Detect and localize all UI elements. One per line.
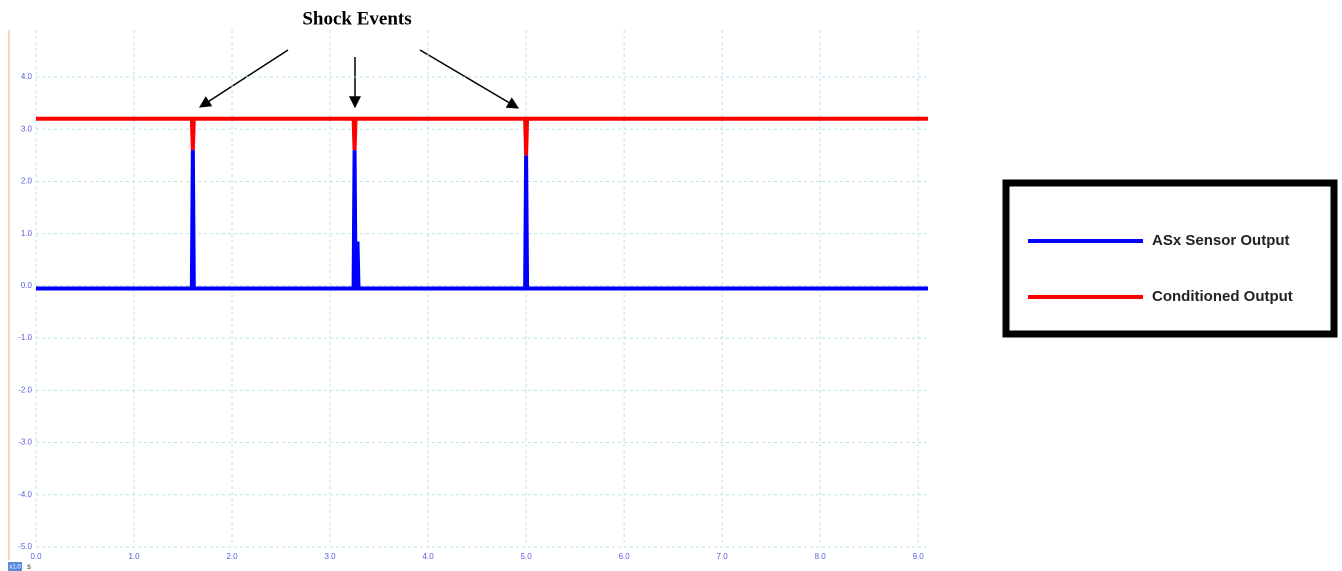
series-line <box>36 116 928 156</box>
legend-box <box>1002 179 1338 338</box>
x-tick-label: 0.0 <box>30 552 42 561</box>
annotation: Shock Events <box>302 8 411 29</box>
x-tick-label: 6.0 <box>619 552 631 561</box>
x-tick-label: 3.0 <box>325 552 337 561</box>
legend-label: ASx Sensor Output <box>1152 232 1290 249</box>
x-tick-label: 7.0 <box>717 552 729 561</box>
y-tick-label: -3.0 <box>18 438 32 447</box>
x-unit: s <box>27 562 31 571</box>
x-tick-label: 1.0 <box>128 552 140 561</box>
y-tick-label: 1.0 <box>21 229 33 238</box>
y-tick-label: 0.0 <box>21 281 33 290</box>
x-tick-label: 5.0 <box>521 552 533 561</box>
y-tick-label: 2.0 <box>21 177 33 186</box>
y-tick-label: 3.0 <box>21 124 33 133</box>
y-tick-label: 4.0 <box>21 72 33 81</box>
arrow <box>419 49 520 109</box>
y-tick-label: -2.0 <box>18 385 32 394</box>
x-tick-label: 4.0 <box>423 552 435 561</box>
zoom-label: x1.0 <box>9 565 21 571</box>
x-tick-label: 8.0 <box>815 552 827 561</box>
x-tick-label: 9.0 <box>913 552 925 561</box>
zoom-badge <box>8 562 22 571</box>
x-tick-label: 2.0 <box>226 552 238 561</box>
series-line <box>36 150 928 291</box>
legend-label: Conditioned Output <box>1152 288 1293 305</box>
y-tick-label: -1.0 <box>18 333 32 342</box>
y-tick-label: -5.0 <box>18 542 32 551</box>
y-tick-label: -4.0 <box>18 490 32 499</box>
arrow <box>198 49 289 108</box>
